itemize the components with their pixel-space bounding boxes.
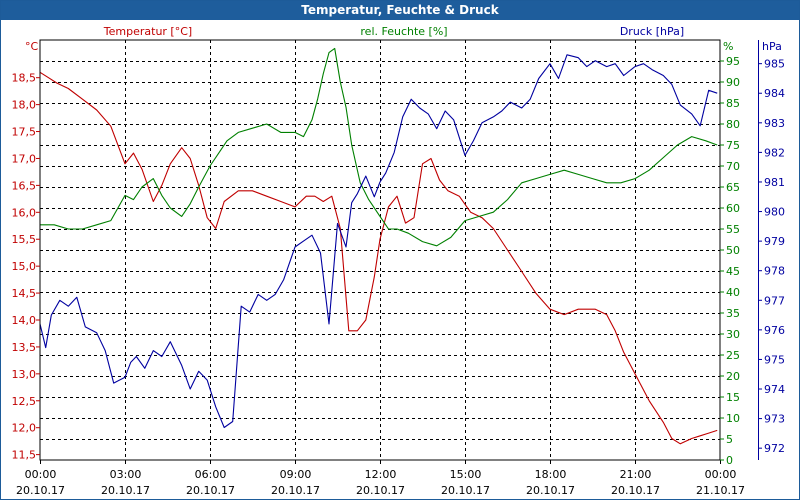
x-tick-label-time: 12:00 — [365, 468, 397, 481]
temperature-tick-label: 16,5 — [12, 179, 37, 192]
pressure-tick-label: 982 — [764, 146, 785, 159]
pressure-series-line — [39, 54, 718, 429]
pressure-tick-label: 976 — [764, 324, 785, 337]
pressure-tick-label: 985 — [764, 58, 785, 71]
temperature-tick-label: 15,5 — [12, 233, 37, 246]
humidity-tick-label: 80 — [726, 118, 740, 131]
humidity-series-line — [40, 47, 718, 247]
temperature-tick-label: 12,0 — [12, 422, 37, 435]
x-tick-label-date: 21.10.17 — [696, 484, 745, 497]
series-group — [39, 47, 718, 445]
x-tick-label-date: 20.10.17 — [356, 484, 405, 497]
grid — [40, 40, 720, 460]
pressure-tick-label: 974 — [764, 383, 785, 396]
temperature-tick-label: 18,0 — [12, 99, 37, 112]
x-tick-label-time: 15:00 — [450, 468, 482, 481]
x-tick-label-date: 20.10.17 — [186, 484, 235, 497]
humidity-tick-label: 10 — [726, 412, 740, 425]
temperature-series-line — [39, 71, 718, 445]
x-tick-label-time: 06:00 — [195, 468, 227, 481]
temperature-axis-title: Temperatur [°C] — [103, 25, 192, 38]
window-title: Temperatur, Feuchte & Druck — [301, 3, 499, 17]
humidity-axis-title: rel. Feuchte [%] — [360, 25, 447, 38]
pressure-unit: hPa — [762, 40, 782, 53]
humidity-tick-label: 50 — [726, 244, 740, 257]
x-tick-label-date: 20.10.17 — [101, 484, 150, 497]
pressure-tick-label: 981 — [764, 176, 785, 189]
temperature-tick-label: 17,5 — [12, 126, 37, 139]
humidity-tick-label: 45 — [726, 265, 740, 278]
axes-group: 00:00 20.10.17 03:00 20.10.17 06:00 20.10.17 0… — [12, 40, 785, 497]
humidity-tick-label: 25 — [726, 349, 740, 362]
humidity-tick-label: 95 — [726, 55, 740, 68]
pressure-tick-label: 979 — [764, 235, 785, 248]
humidity-tick-label: 75 — [726, 139, 740, 152]
humidity-tick-label: 85 — [726, 97, 740, 110]
temperature-tick-label: 18,5 — [12, 72, 37, 85]
temperature-tick-label: 15,0 — [12, 260, 37, 273]
humidity-tick-label: 35 — [726, 307, 740, 320]
x-tick-label-time: 09:00 — [280, 468, 312, 481]
humidity-tick-label: 40 — [726, 286, 740, 299]
x-tick-label-date: 20.10.17 — [611, 484, 660, 497]
x-tick-label-time: 00:00 — [705, 468, 737, 481]
humidity-tick-label: 55 — [726, 223, 740, 236]
title-bar: Temperatur, Feuchte & Druck — [1, 1, 799, 20]
pressure-tick-label: 984 — [764, 87, 785, 100]
temperature-unit: °C — [25, 40, 39, 53]
x-tick-label-date: 20.10.17 — [526, 484, 575, 497]
x-tick-label-time: 00:00 — [25, 468, 57, 481]
humidity-tick-label: 60 — [726, 202, 740, 215]
pressure-axis-title: Druck [hPa] — [620, 25, 684, 38]
x-tick-label-time: 18:00 — [535, 468, 567, 481]
pressure-tick-label: 977 — [764, 294, 785, 307]
pressure-tick-label: 983 — [764, 117, 785, 130]
humidity-tick-label: 20 — [726, 370, 740, 383]
x-tick-label-time: 03:00 — [110, 468, 142, 481]
pressure-tick-label: 978 — [764, 265, 785, 278]
temperature-tick-label: 11,5 — [12, 449, 37, 462]
temperature-tick-label: 14,5 — [12, 287, 37, 300]
humidity-tick-label: 5 — [726, 433, 733, 446]
humidity-unit: % — [723, 40, 733, 53]
humidity-tick-label: 90 — [726, 76, 740, 89]
temperature-tick-label: 12,5 — [12, 395, 37, 408]
humidity-tick-label: 70 — [726, 160, 740, 173]
humidity-tick-label: 30 — [726, 328, 740, 341]
pressure-tick-label: 975 — [764, 353, 785, 366]
temperature-tick-label: 13,0 — [12, 368, 37, 381]
temperature-tick-label: 17,0 — [12, 152, 37, 165]
temperature-tick-label: 16,0 — [12, 206, 37, 219]
x-tick-label-time: 21:00 — [620, 468, 652, 481]
x-tick-label-date: 20.10.17 — [271, 484, 320, 497]
x-tick-label-date: 20.10.17 — [16, 484, 65, 497]
temperature-tick-label: 13,5 — [12, 341, 37, 354]
temperature-tick-label: 14,0 — [12, 314, 37, 327]
x-tick-label-date: 20.10.17 — [441, 484, 490, 497]
pressure-tick-label: 972 — [764, 442, 785, 455]
pressure-tick-label: 973 — [764, 413, 785, 426]
pressure-tick-label: 980 — [764, 206, 785, 219]
humidity-tick-label: 0 — [726, 454, 733, 467]
humidity-tick-label: 65 — [726, 181, 740, 194]
humidity-tick-label: 15 — [726, 391, 740, 404]
